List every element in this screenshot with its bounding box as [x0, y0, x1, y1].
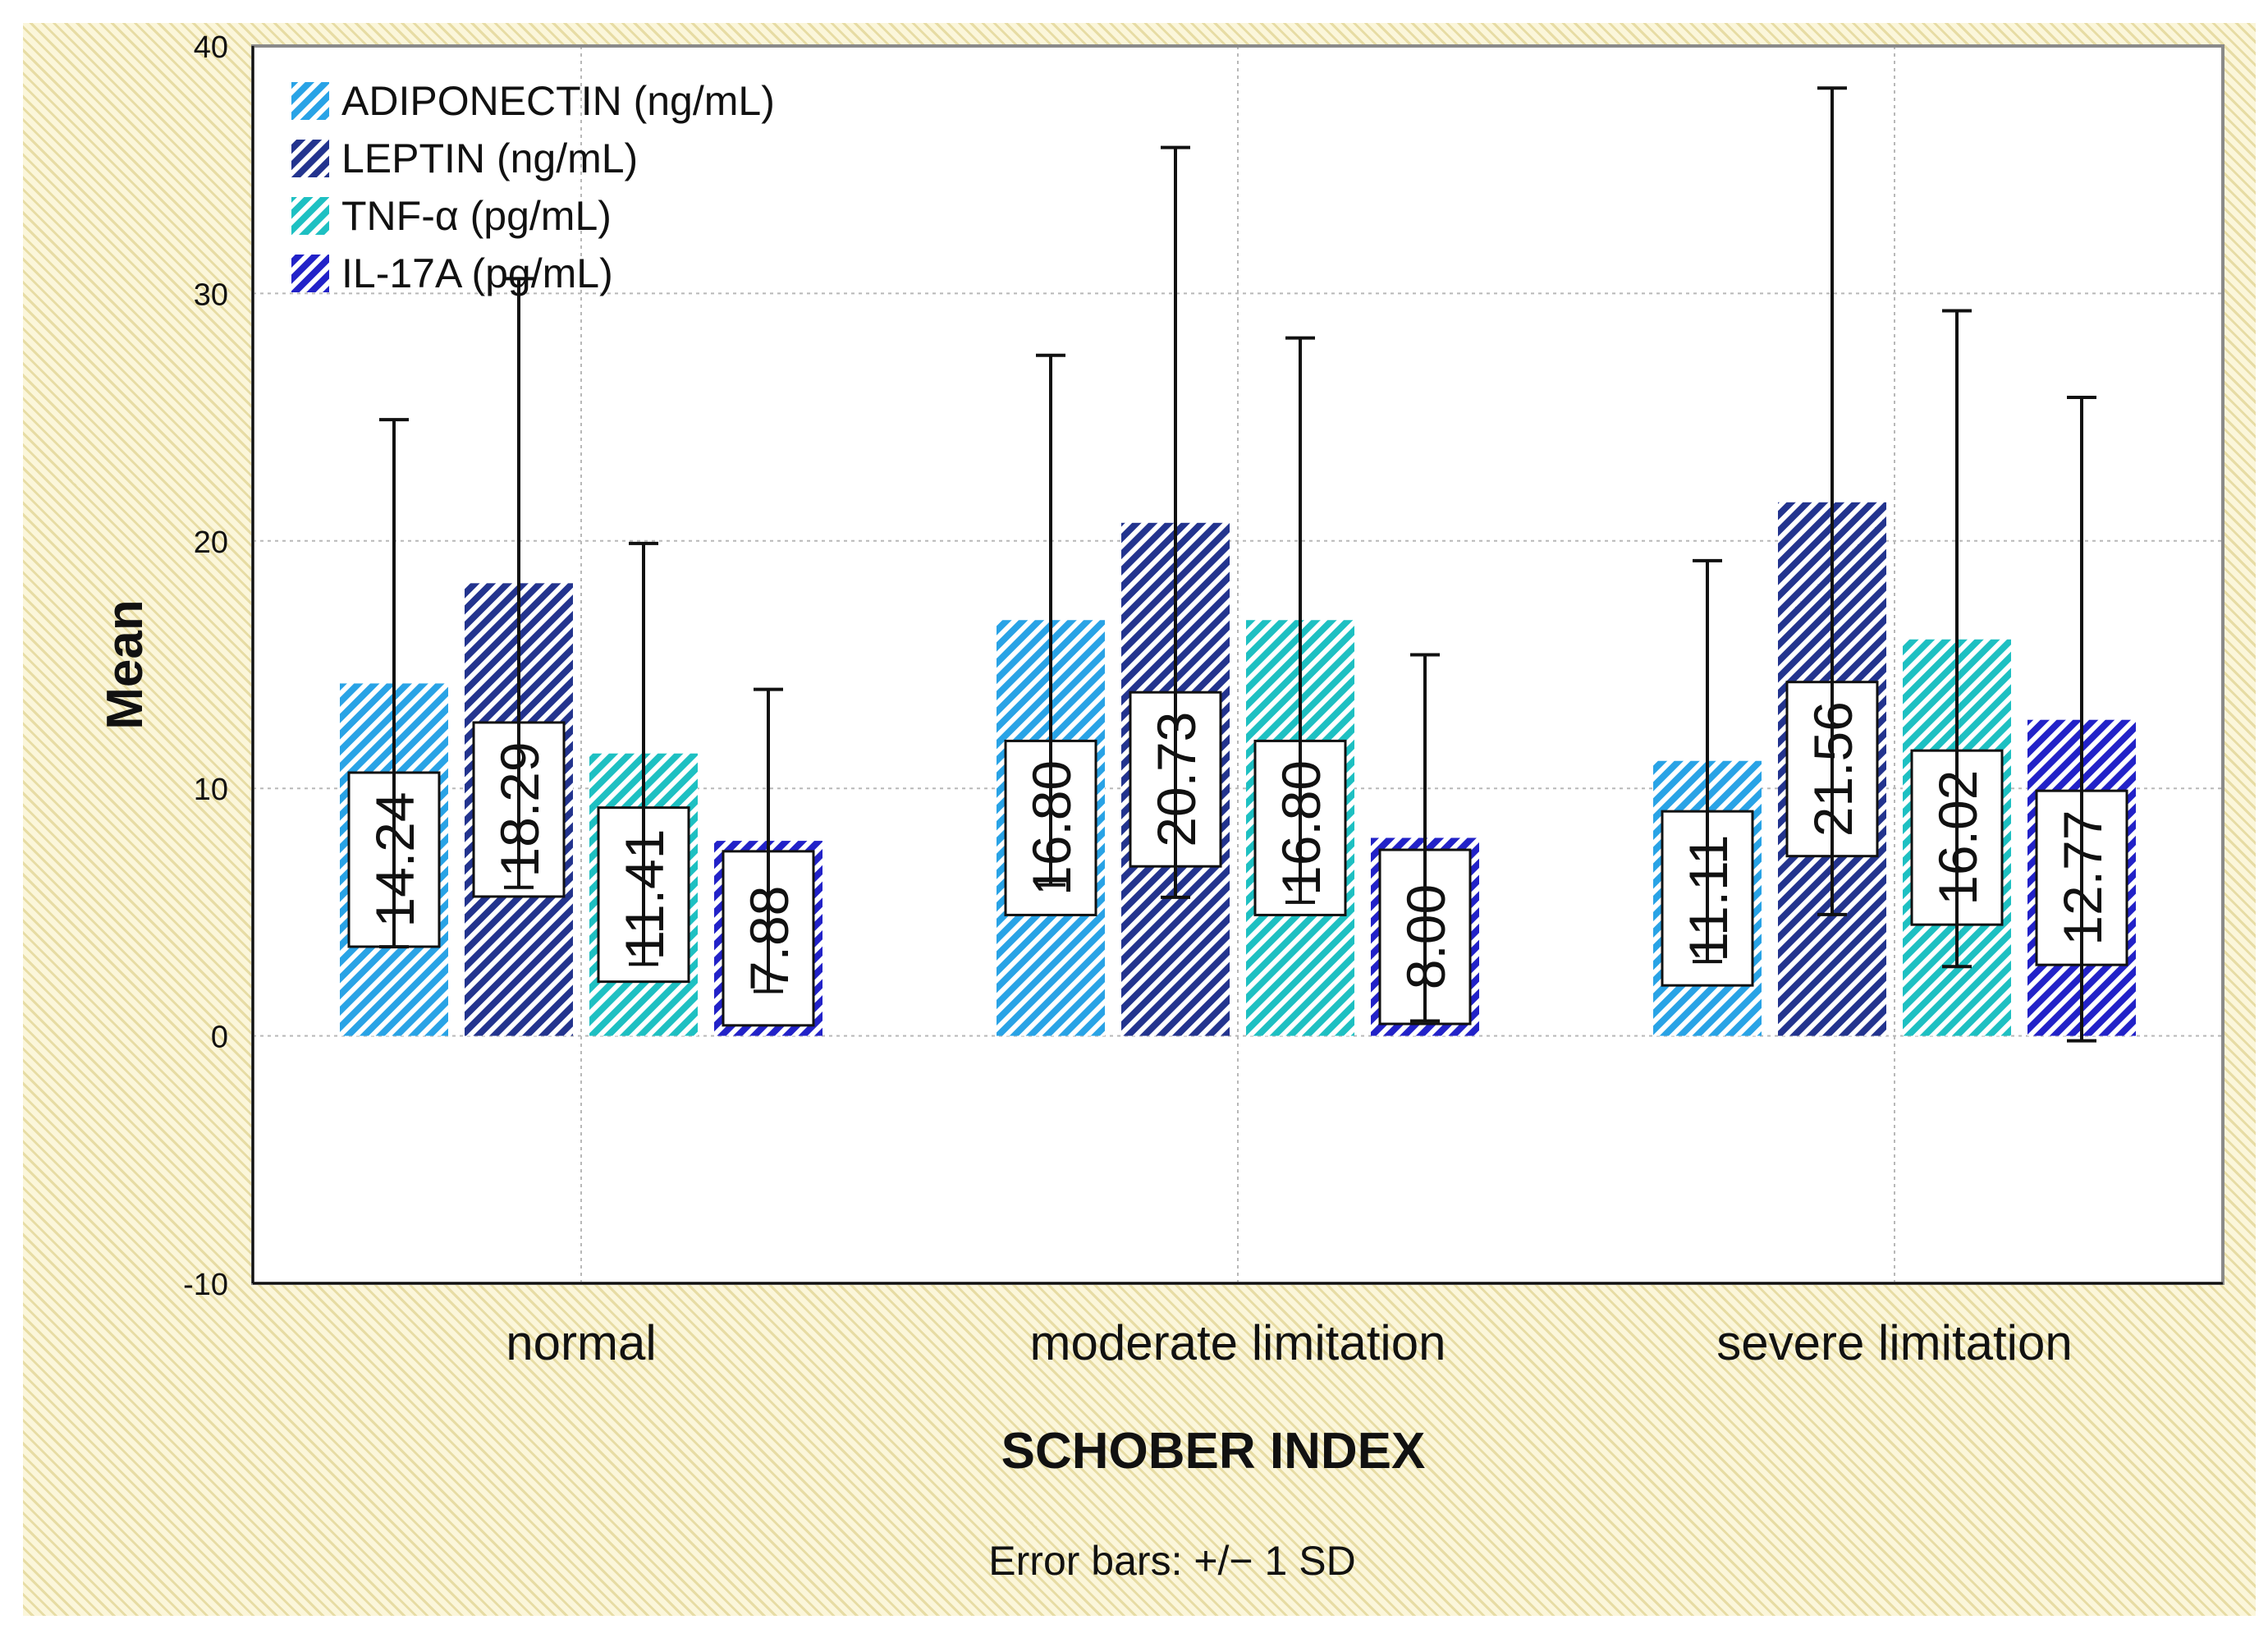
legend-swatch — [291, 82, 329, 120]
legend-entry: ADIPONECTIN (ng/mL) — [341, 78, 775, 124]
legend-entry: IL-17A (pg/mL) — [341, 250, 613, 296]
legend-entry: LEPTIN (ng/mL) — [341, 135, 638, 181]
x-axis-title: SCHOBER INDEX — [1001, 1423, 1426, 1480]
plot-area — [253, 46, 2223, 1283]
y-tick-label: 0 — [211, 1021, 228, 1055]
y-tick-label: 40 — [194, 30, 228, 65]
y-tick-label: 20 — [194, 525, 228, 560]
y-tick-label: -10 — [183, 1268, 228, 1302]
y-tick-label: 30 — [194, 278, 228, 312]
chart-frame: -10 0 10 20 30 40 14.24 18.29 11.41 7.88 16.80 20.7… — [23, 23, 2256, 1616]
legend-swatch — [291, 197, 329, 235]
legend-swatch — [291, 140, 329, 177]
y-axis-title: Mean — [97, 599, 153, 729]
legend-entry: TNF-α (pg/mL) — [341, 193, 612, 239]
footnote: Error bars: +/− 1 SD — [988, 1538, 1355, 1584]
x-tick-label: moderate limitation — [1030, 1315, 1446, 1370]
legend-swatch — [291, 255, 329, 292]
x-tick-label: normal — [506, 1315, 656, 1370]
x-tick-label: severe limitation — [1716, 1315, 2073, 1370]
y-tick-label: 10 — [194, 773, 228, 807]
